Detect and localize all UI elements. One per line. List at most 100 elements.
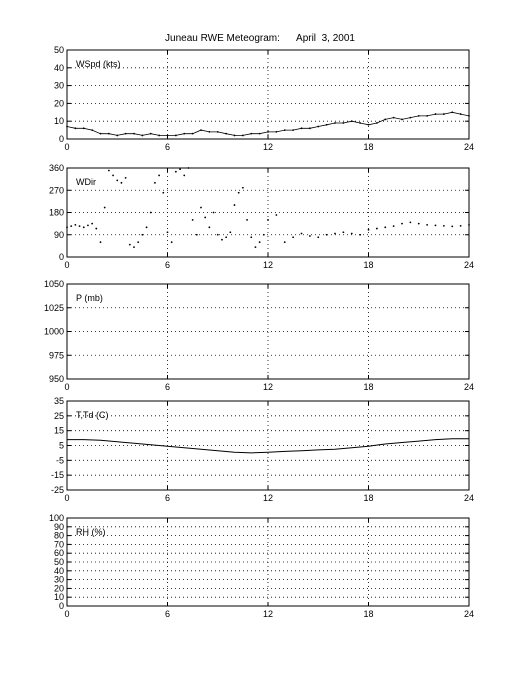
chart-title: Juneau RWE Meteogram: April 3, 2001 — [165, 33, 355, 44]
x-tick-label: 0 — [64, 493, 69, 503]
y-tick-label: 975 — [49, 350, 64, 360]
x-tick-label: 24 — [464, 142, 474, 152]
y-tick-label: 950 — [49, 374, 64, 384]
data-point — [183, 174, 186, 177]
x-tick-label: 6 — [165, 142, 170, 152]
data-point — [107, 169, 110, 172]
data-point — [241, 186, 244, 189]
y-tick-label: 25 — [54, 411, 64, 421]
y-tick-label: 40 — [54, 63, 64, 73]
panel-2: 0 6 12 18 24 0 90 180 270 360 WDir — [49, 163, 474, 270]
data-point — [124, 176, 127, 179]
y-tick-label: 70 — [54, 539, 64, 549]
x-tick-label: 12 — [263, 493, 273, 503]
data-point — [158, 174, 161, 177]
y-tick-label: 1000 — [44, 327, 64, 337]
data-point — [103, 206, 106, 209]
y-tick-label: 0 — [59, 252, 64, 262]
data-point — [195, 233, 198, 236]
y-tick-label: 80 — [54, 531, 64, 541]
x-tick-label: 12 — [263, 609, 273, 619]
data-point — [325, 233, 328, 236]
data-point — [174, 170, 177, 173]
x-tick-label: 0 — [64, 382, 69, 392]
x-tick-label: 0 — [64, 609, 69, 619]
y-tick-label: 0 — [59, 134, 64, 144]
data-point — [317, 236, 320, 239]
y-tick-label: 15 — [54, 426, 64, 436]
data-point — [99, 241, 102, 244]
panel-4: 0 6 12 18 24 -25 -15 -5 5 15 25 35 T,Td (C) — [51, 396, 474, 503]
x-tick-label: 18 — [363, 260, 373, 270]
data-point — [133, 246, 135, 249]
data-point — [137, 241, 140, 244]
y-tick-label: 100 — [49, 513, 64, 523]
data-point — [166, 231, 169, 234]
data-point — [87, 224, 89, 227]
x-tick-label: 24 — [464, 493, 474, 503]
x-tick-label: 18 — [363, 142, 373, 152]
y-tick-label: 30 — [54, 575, 64, 585]
data-point — [283, 241, 286, 244]
y-tick-label: 20 — [54, 98, 64, 108]
data-point — [212, 211, 215, 214]
y-tick-label: 50 — [54, 45, 64, 55]
y-tick-label: 1025 — [44, 303, 64, 313]
y-tick-label: 180 — [49, 208, 64, 218]
data-point — [74, 223, 77, 226]
x-tick-label: 18 — [363, 493, 373, 503]
data-point — [409, 221, 412, 224]
data-point — [191, 219, 194, 221]
x-tick-label: 18 — [363, 382, 373, 392]
data-point — [275, 214, 278, 216]
x-tick-label: 6 — [165, 493, 170, 503]
y-tick-label: 60 — [54, 548, 64, 558]
data-point — [254, 246, 257, 249]
x-tick-label: 12 — [263, 142, 273, 152]
y-tick-label: 1050 — [44, 279, 64, 289]
x-tick-label: 12 — [263, 382, 273, 392]
data-point — [384, 226, 387, 229]
data-point — [246, 219, 248, 221]
data-point — [258, 241, 261, 244]
y-tick-label: -5 — [56, 455, 64, 465]
panel-label: RH (%) — [76, 527, 106, 537]
data-point — [342, 231, 345, 234]
y-tick-label: 50 — [54, 557, 64, 567]
y-tick-label: -15 — [51, 470, 64, 480]
data-point — [225, 236, 228, 239]
series-line — [66, 111, 470, 136]
data-point — [95, 227, 98, 230]
y-tick-label: 90 — [54, 522, 64, 532]
x-tick-label: 6 — [165, 382, 170, 392]
data-point — [367, 228, 370, 231]
y-tick-label: -25 — [51, 485, 64, 495]
data-point — [250, 236, 253, 239]
data-point — [451, 225, 454, 228]
panel-label: WSpd (kts) — [76, 59, 121, 69]
x-tick-label: 6 — [165, 260, 170, 270]
y-tick-label: 10 — [54, 592, 64, 602]
data-point — [149, 211, 152, 214]
panel-label: WDir — [76, 177, 96, 187]
panel-label: P (mb) — [76, 293, 103, 303]
x-tick-label: 12 — [263, 260, 273, 270]
series-line — [67, 438, 469, 454]
data-point — [216, 233, 219, 236]
x-tick-label: 0 — [64, 142, 69, 152]
data-point — [112, 174, 114, 177]
data-point — [442, 224, 445, 227]
data-point — [78, 225, 81, 227]
y-tick-label: 40 — [54, 566, 64, 576]
y-tick-label: 270 — [49, 185, 64, 195]
data-point — [128, 243, 131, 246]
y-tick-label: 20 — [54, 583, 64, 593]
x-tick-label: 18 — [363, 609, 373, 619]
data-point — [91, 222, 94, 225]
data-point — [70, 225, 73, 227]
data-point — [233, 204, 236, 206]
data-point — [267, 219, 269, 221]
data-point — [221, 238, 223, 241]
data-point — [359, 233, 362, 236]
